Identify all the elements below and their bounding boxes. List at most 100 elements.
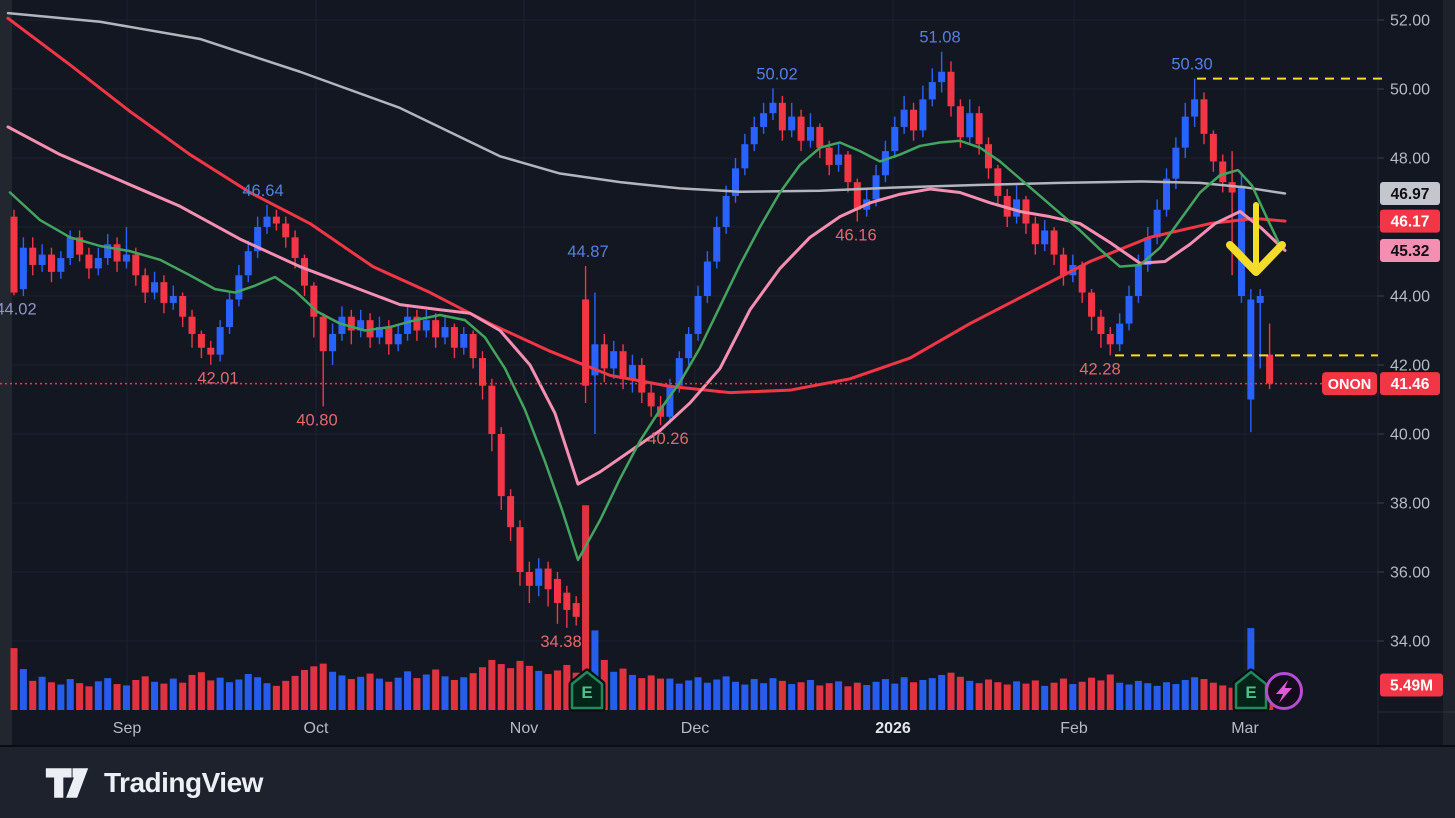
ma-long-white-line <box>6 11 1287 195</box>
candle-body <box>479 358 486 386</box>
candle-body <box>38 254 46 265</box>
price-axis-label: 42.00 <box>1390 358 1430 375</box>
candle-body <box>76 237 84 255</box>
volume-bar <box>797 682 805 710</box>
volume-bar <box>226 682 234 710</box>
time-axis-label: Feb <box>1060 720 1088 737</box>
candle-body <box>966 113 974 138</box>
candle-body <box>141 275 149 293</box>
volume-bar <box>938 674 946 710</box>
volume-bar <box>563 664 571 710</box>
candle-body <box>741 144 749 169</box>
volume-badge-text: 5.49M <box>1390 678 1433 695</box>
candle-body <box>1031 223 1039 245</box>
time-axis-label: Nov <box>510 720 538 737</box>
candle-extreme-label: 44.87 <box>567 243 608 261</box>
volume-bar <box>788 684 796 710</box>
volume-bar <box>553 670 561 710</box>
candle-extreme-label: 44.02 <box>0 300 37 318</box>
volume-bar <box>216 677 224 710</box>
brand-bar: TradingView <box>0 745 1455 818</box>
earnings-icon <box>570 670 604 710</box>
price-chart-canvas[interactable]: 44.02 42.01 46.64 40.80 44.87 34.38 40.26 50.02… <box>0 0 1455 745</box>
earnings-marker[interactable]: E <box>568 668 606 712</box>
candle-body <box>1088 292 1096 317</box>
price-axis-label: 40.00 <box>1390 427 1430 444</box>
volume-bar <box>1219 685 1227 710</box>
candle-body <box>282 223 290 238</box>
volume-bar <box>806 679 814 710</box>
candle-body <box>881 151 889 176</box>
volume-bar <box>1041 685 1049 710</box>
volume-bar <box>38 676 46 710</box>
last-price-badge: 41.46 <box>1380 372 1440 396</box>
volume-bar <box>141 676 149 710</box>
candle-body <box>357 320 365 331</box>
candle-body <box>122 254 130 262</box>
volume-bar <box>703 682 711 710</box>
ma-value-badge: 45.32 <box>1380 238 1440 262</box>
volume-badge: 5.49M <box>1380 673 1443 697</box>
candles-layer <box>10 51 1274 628</box>
volume-bar <box>338 675 346 710</box>
candle-body <box>1041 230 1049 245</box>
volume-bar <box>85 686 93 710</box>
candle-body <box>600 344 608 369</box>
volume-bar <box>1209 682 1217 710</box>
candle-body <box>310 285 318 317</box>
earnings-icon-letter: E <box>1245 683 1256 702</box>
candle-body <box>535 568 543 586</box>
candle-body <box>235 275 243 300</box>
candle-body <box>825 147 833 165</box>
volume-bar <box>1059 678 1067 710</box>
candle-body <box>760 113 768 127</box>
volume-bar <box>994 682 1002 710</box>
volume-bar <box>657 678 665 710</box>
candle-body <box>216 327 224 355</box>
price-axis[interactable]: 52.0050.0048.0046.0044.0042.0040.0038.00… <box>1377 0 1455 745</box>
candle-body <box>29 247 37 265</box>
price-labels-layer: 44.02 42.01 46.64 40.80 44.87 34.38 40.26 50.02… <box>0 29 1213 651</box>
ticker-price-tag-text: ONON <box>1328 377 1372 393</box>
tradingview-logo[interactable]: TradingView <box>44 766 263 800</box>
volume-bar <box>816 685 824 710</box>
candle-extreme-label: 46.16 <box>835 226 876 244</box>
candle-body <box>188 316 196 334</box>
volume-bar <box>1181 679 1189 710</box>
candle-body <box>835 154 843 165</box>
volume-bar <box>347 679 355 710</box>
ma-pink-line <box>6 125 1287 486</box>
earnings-marker[interactable]: E <box>1232 668 1270 712</box>
volume-bar <box>329 671 337 710</box>
volume-bar <box>94 681 102 710</box>
candle-body <box>900 109 908 127</box>
down-arrow-drawing-head[interactable] <box>1226 241 1286 276</box>
volume-bar <box>713 679 721 710</box>
volume-bar <box>928 678 936 710</box>
ma-value-badge-text: 46.97 <box>1391 186 1430 203</box>
volume-bar <box>750 679 758 710</box>
volume-bar <box>104 678 112 710</box>
user-drawings-layer <box>1115 77 1382 357</box>
lightning-icon <box>1276 680 1292 703</box>
news-lightning-marker[interactable] <box>1265 672 1303 710</box>
candle-body <box>938 71 946 83</box>
candle-body <box>563 592 571 610</box>
candle-body <box>113 244 121 262</box>
candle-body <box>404 316 412 334</box>
time-axis-label: Sep <box>113 720 142 737</box>
time-axis[interactable]: Sep Oct Nov Dec 2026 Feb Mar <box>113 720 1260 737</box>
candle-body <box>1200 99 1208 134</box>
volume-bar <box>984 679 992 710</box>
candle-body <box>1181 116 1189 148</box>
ticker-price-tag: ONON <box>1322 372 1377 396</box>
candle-body <box>947 71 955 107</box>
candle-body <box>525 572 533 586</box>
candle-body <box>85 254 93 269</box>
volume-bar <box>413 678 421 710</box>
ma-green-line <box>8 139 1284 562</box>
candle-body <box>1228 182 1236 193</box>
candle-body <box>1266 354 1274 384</box>
volume-bar <box>966 680 974 710</box>
candle-body <box>956 106 964 138</box>
